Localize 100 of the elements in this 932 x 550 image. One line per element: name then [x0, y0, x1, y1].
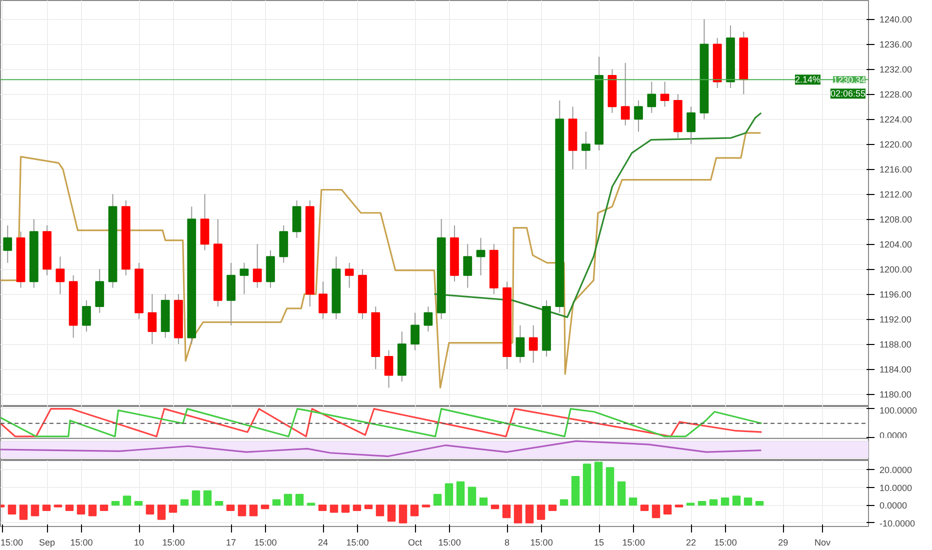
y-tick-label: 1224.00 [880, 114, 912, 125]
x-tick-label: 17 [226, 538, 236, 548]
bar [456, 481, 465, 506]
y-tick-label: 1180.00 [880, 390, 912, 400]
candlestick [344, 262, 354, 288]
y-tick-label: 1204.00 [880, 240, 912, 250]
bar [249, 504, 258, 516]
candlestick [424, 306, 433, 332]
y-tick-label: 1228.00 [880, 90, 912, 100]
bar [238, 504, 246, 516]
candlestick [252, 244, 262, 288]
bar [755, 501, 764, 506]
y-tick-label: 1240.00 [880, 14, 912, 25]
bar [180, 499, 189, 506]
bar [88, 504, 97, 516]
candlestick [516, 324, 525, 364]
bar [502, 504, 511, 518]
bar [122, 496, 132, 506]
x-tick-label: 15:00 [254, 538, 277, 548]
bar [732, 496, 741, 506]
x-tick-label: 15:00 [530, 538, 553, 548]
bar [433, 494, 442, 506]
bar [260, 504, 270, 510]
x-tick-label: 29 [778, 538, 788, 548]
bar [157, 504, 166, 520]
x-tick-label: 15:00 [70, 538, 93, 548]
x-tick-label: Nov [814, 538, 831, 548]
x-tick-label: Sep [39, 538, 56, 548]
bar [330, 504, 338, 513]
annotation: 2.14% [794, 74, 821, 85]
bar [168, 504, 178, 513]
y-tick-label: 0.0000 [880, 500, 908, 511]
candlestick [148, 294, 157, 345]
bar [560, 499, 568, 506]
bar [617, 481, 626, 506]
candlestick [82, 300, 91, 332]
bar [272, 499, 281, 506]
bar [571, 476, 580, 506]
bar [376, 504, 384, 516]
y-tick-label: -10.0000 [880, 518, 916, 528]
bar [698, 501, 706, 506]
y-tick-label: 10.0000 [880, 482, 912, 493]
x-tick-label: 15:00 [714, 538, 737, 548]
candlestick [3, 224, 12, 264]
bar [226, 504, 235, 511]
bar [640, 504, 649, 511]
x-tick-label: 15:00 [346, 538, 369, 548]
y-tick-label: 1232.00 [880, 64, 912, 75]
bar [652, 504, 660, 518]
candlestick [634, 100, 643, 132]
bar [284, 494, 292, 506]
x-tick-label: 8 [504, 538, 510, 548]
candlestick [56, 256, 65, 295]
x-tick-label: 10 [134, 538, 144, 548]
bar [352, 504, 362, 511]
candlestick [384, 350, 394, 388]
candlestick [660, 81, 670, 108]
bar [548, 504, 557, 511]
bar [19, 504, 28, 520]
bar [30, 504, 40, 516]
bar [606, 467, 614, 506]
candlestick [581, 131, 590, 170]
y-tick-label: 1216.00 [880, 164, 912, 175]
x-tick-label: Oct [408, 538, 423, 548]
bar [100, 504, 108, 511]
bar [364, 504, 373, 510]
bar [663, 504, 672, 515]
bar [192, 490, 200, 506]
bar [76, 504, 86, 515]
x-tick-label: 15:00 [622, 538, 645, 548]
candlestick [240, 262, 249, 295]
bar [111, 501, 120, 506]
y-tick-label: 1200.00 [880, 264, 912, 275]
bar [720, 497, 730, 506]
bar [398, 504, 408, 524]
y-tick-label: 1184.00 [880, 364, 912, 375]
x-tick-label: 15:00 [0, 538, 24, 548]
x-tick-label: 22 [686, 538, 696, 548]
candlestick [463, 244, 472, 288]
bar [42, 504, 51, 511]
y-tick-label: 20.0000 [880, 464, 912, 475]
bar [525, 504, 534, 524]
x-tick-label: 15:00 [438, 538, 461, 548]
candlestick [410, 312, 420, 351]
bar [468, 486, 476, 506]
bar [536, 504, 546, 520]
x-tick-label: 24 [318, 538, 328, 548]
bar [744, 497, 752, 506]
candlestick [647, 81, 656, 114]
bar [594, 462, 603, 506]
candlestick [476, 237, 486, 276]
candlestick [686, 106, 696, 145]
bar [387, 504, 396, 522]
bar [8, 504, 16, 515]
y-tick-label: 1220.00 [880, 140, 912, 150]
bar [203, 490, 212, 506]
y-tick-label: 1212.00 [880, 190, 912, 200]
y-tick-label: 1188.00 [880, 340, 912, 350]
y-tick-label: 1208.00 [880, 214, 912, 225]
bar [709, 499, 718, 506]
